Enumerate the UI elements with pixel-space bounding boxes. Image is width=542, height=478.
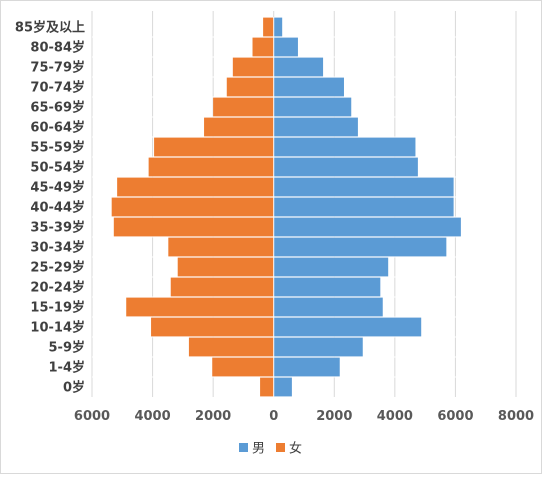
category-label: 45-49岁: [30, 180, 85, 196]
bar-female: [212, 357, 274, 377]
legend-label: 男: [252, 442, 265, 457]
bar-male: [273, 157, 418, 177]
legend-swatch: [276, 443, 285, 452]
x-tick-label: 6000: [437, 409, 473, 424]
bar-male: [273, 77, 344, 97]
x-tick-label: 4000: [377, 409, 413, 424]
category-label: 25-29岁: [30, 260, 85, 276]
bar-female: [232, 57, 274, 77]
category-label: 75-79岁: [30, 60, 85, 76]
category-label: 10-14岁: [30, 320, 85, 336]
category-label: 80-84岁: [30, 40, 85, 56]
bar-male: [273, 217, 461, 237]
bar-female: [170, 277, 274, 297]
bar-female: [177, 257, 274, 277]
x-tick-label: 0: [269, 409, 278, 424]
bars: [92, 17, 486, 397]
category-label: 1-4岁: [49, 360, 86, 376]
bar-male: [273, 17, 283, 37]
category-labels: 85岁及以上 80-84岁 75-79岁 70-74岁 65-69岁 60-64岁 55-5…: [15, 20, 85, 396]
bar-male: [273, 177, 454, 197]
bar-male: [273, 357, 340, 377]
legend: 男女: [239, 441, 302, 457]
bar-female: [213, 97, 274, 117]
x-tick-label: 8000: [498, 409, 534, 424]
bar-male: [273, 337, 363, 357]
bar-female: [226, 77, 274, 97]
bar-female: [126, 297, 274, 317]
bar-female: [111, 197, 274, 217]
category-label: 70-74岁: [30, 80, 85, 96]
category-label: 35-39岁: [30, 220, 85, 236]
category-label: 40-44岁: [30, 200, 85, 216]
category-label: 0岁: [63, 380, 85, 396]
category-label: 20-24岁: [30, 280, 85, 296]
bar-male: [273, 57, 324, 77]
bar-male: [273, 117, 358, 137]
bar-male: [273, 97, 352, 117]
bar-female: [113, 217, 274, 237]
bar-male: [273, 277, 381, 297]
bar-female: [117, 177, 274, 197]
bar-female: [204, 117, 274, 137]
category-label: 65-69岁: [30, 100, 85, 116]
category-label: 85岁及以上: [15, 20, 85, 36]
bar-male: [273, 317, 422, 337]
category-label: 55-59岁: [30, 140, 85, 156]
legend-label: 女: [289, 441, 302, 457]
bar-male: [273, 137, 416, 157]
category-label: 50-54岁: [30, 160, 85, 176]
bar-female: [148, 157, 274, 177]
bar-female: [151, 317, 274, 337]
x-axis-tick-labels: 6000 4000 2000 0 2000 4000 6000 8000: [74, 409, 534, 424]
bar-female: [263, 17, 274, 37]
bar-male: [273, 197, 454, 217]
bar-female: [168, 237, 274, 257]
legend-swatch: [239, 443, 248, 452]
bar-female: [252, 37, 274, 57]
bar-male: [273, 297, 383, 317]
category-label: 5-9岁: [49, 340, 86, 356]
x-tick-label: 2000: [195, 409, 231, 424]
category-label: 15-19岁: [30, 300, 85, 316]
category-label: 30-34岁: [30, 240, 85, 256]
x-tick-label: 6000: [74, 409, 110, 424]
bar-male: [273, 237, 447, 257]
bar-male: [273, 257, 389, 277]
bar-female: [154, 137, 274, 157]
bar-female: [260, 377, 274, 397]
bar-male: [273, 37, 298, 57]
bar-male: [273, 377, 292, 397]
bar-female: [188, 337, 274, 357]
category-label: 60-64岁: [30, 120, 85, 136]
x-tick-label: 2000: [316, 409, 352, 424]
x-tick-label: 4000: [134, 409, 170, 424]
